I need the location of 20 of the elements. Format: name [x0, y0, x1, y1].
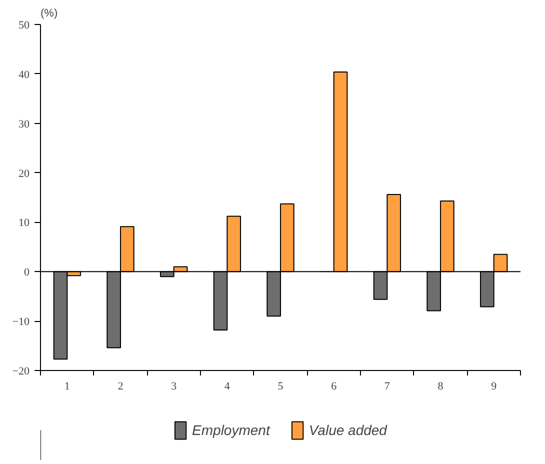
y-tick-label: −10 [12, 316, 30, 328]
x-tick-label: 9 [491, 380, 498, 392]
x-tick-label: 3 [171, 380, 178, 392]
y-tick-label: 0 [24, 266, 30, 279]
y-tick-label: −20 [12, 366, 30, 378]
x-tick-label: 2 [118, 380, 124, 392]
x-tick-label: 1 [64, 380, 70, 392]
x-tick-label: 6 [331, 380, 338, 392]
legend-label: Employment [192, 422, 270, 438]
x-tick-label: 8 [438, 380, 444, 392]
y-tick-label: 50 [18, 20, 30, 32]
y-tick-label: 40 [18, 68, 30, 81]
y-axis-title: (%) [40, 8, 58, 20]
y-tick-label: 30 [18, 118, 30, 130]
y-tick-label: 20 [18, 168, 30, 180]
y-tick-label: 10 [18, 217, 30, 230]
x-tick-label: 4 [224, 380, 230, 392]
legend-label: Value added [308, 422, 387, 438]
x-tick-label: 5 [278, 380, 284, 392]
x-tick-label: 7 [384, 380, 390, 392]
